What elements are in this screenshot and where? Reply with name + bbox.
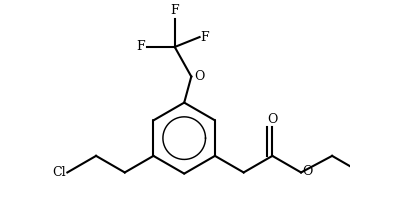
Text: O: O [302,165,312,178]
Text: O: O [194,70,205,83]
Text: F: F [137,41,145,53]
Text: F: F [201,30,209,44]
Text: O: O [267,113,277,126]
Text: Cl: Cl [52,166,66,179]
Text: F: F [170,4,179,17]
